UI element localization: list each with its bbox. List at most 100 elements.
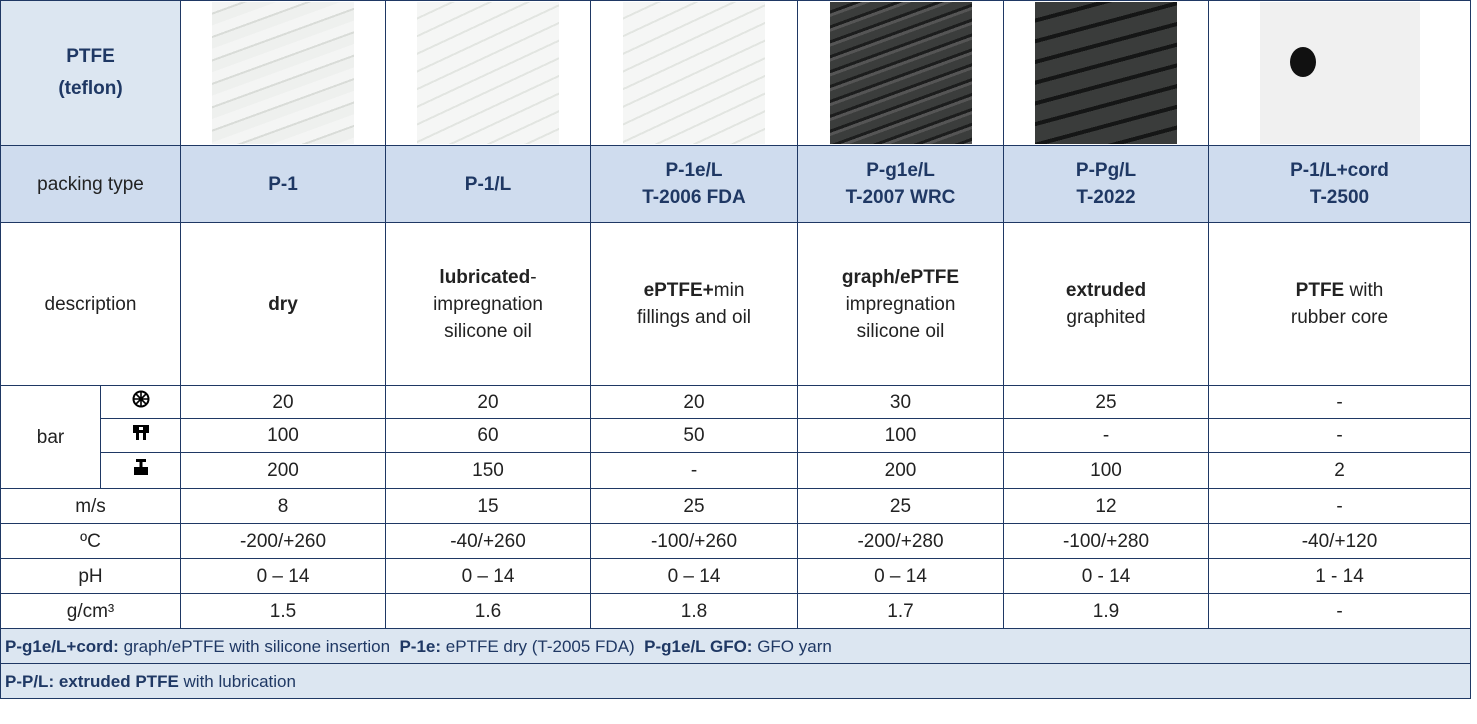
text-segment: extruded	[1065, 280, 1147, 301]
valve-icon	[133, 459, 148, 475]
description: dry	[180, 222, 386, 386]
value-cell: -200/+260	[180, 523, 386, 559]
text-segment: impregnation	[845, 293, 956, 315]
description: lubricated- impregnation silicone oil	[385, 222, 591, 386]
product-image-cell	[385, 0, 591, 146]
value-cell: 50	[590, 418, 798, 453]
value-cell: -100/+280	[1003, 523, 1209, 559]
product-image	[623, 2, 765, 144]
value-cell: 0 – 14	[385, 558, 591, 594]
value-cell: 100	[180, 418, 386, 453]
text-segment: silicone oil	[856, 320, 945, 342]
text-line: P-1/L	[464, 173, 512, 195]
text-segment: graphited	[1066, 307, 1146, 328]
value-cell: 30	[797, 385, 1004, 419]
text-segment: silicone oil	[444, 320, 532, 342]
value-cell: 1.7	[797, 593, 1004, 629]
text-line: (teflon)	[58, 78, 123, 99]
table-row: PTFE (teflon)	[0, 0, 1471, 146]
text-segment: P-P/L: extruded PTFE	[5, 671, 179, 691]
text-segment: P-1e:	[399, 636, 442, 656]
description: ePTFE+min fillings and oil	[590, 222, 798, 386]
value-cell: 8	[180, 488, 386, 524]
row-label: g/cm³	[0, 593, 181, 629]
value-cell: 25	[1003, 385, 1209, 419]
icon-cell	[100, 385, 181, 419]
text-segment: rubber core	[1290, 307, 1389, 328]
value-cell: -	[590, 452, 798, 489]
value-cell: 1.5	[180, 593, 386, 629]
packing-type: P-1e/L T-2006 FDA	[590, 145, 798, 223]
footnote: P-g1e/L+cord: graph/ePTFE with silicone …	[0, 628, 1471, 664]
table-row: ºC -200/+260 -40/+260 -100/+260 -200/+280 -10…	[0, 523, 1471, 559]
text-segment: with	[1344, 280, 1384, 301]
text-segment: with lubrication	[178, 671, 296, 691]
packing-type: P-Pg/L T-2022	[1003, 145, 1209, 223]
description: PTFE with rubber core	[1208, 222, 1471, 386]
value-cell: -200/+280	[797, 523, 1004, 559]
text-segment: P-g1e/L GFO:	[644, 636, 753, 656]
text-line: P-1e/L	[665, 160, 723, 181]
value-cell: -40/+260	[385, 523, 591, 559]
text-segment: P-g1e/L+cord:	[5, 636, 119, 656]
value-cell: 0 – 14	[590, 558, 798, 594]
value-cell: 1 - 14	[1208, 558, 1471, 594]
table-row: 200 150-200 100 2	[1, 452, 1471, 489]
text-line: T-2022	[1076, 187, 1136, 208]
value-cell: 0 – 14	[180, 558, 386, 594]
product-image-cell	[180, 0, 386, 146]
text-line: P-Pg/L	[1075, 160, 1137, 181]
text-segment: ePTFE+	[643, 280, 714, 301]
value-cell: 15	[385, 488, 591, 524]
row-label: description	[0, 222, 181, 386]
row-label: m/s	[0, 488, 181, 524]
text-segment: lubricated	[439, 266, 531, 288]
packing-type: P-g1e/L T-2007 WRC	[797, 145, 1004, 223]
value-cell: 1.6	[385, 593, 591, 629]
description: graph/ePTFE impregnation silicone oil	[797, 222, 1004, 386]
product-image	[417, 2, 559, 144]
value-cell: -	[1208, 488, 1471, 524]
icon-cell	[100, 418, 181, 453]
value-cell: -	[1208, 385, 1471, 419]
value-cell: -100/+260	[590, 523, 798, 559]
row-label: pH	[0, 558, 181, 594]
product-image	[212, 2, 354, 144]
text-line: P-g1e/L	[866, 160, 935, 181]
value-cell: 100	[797, 418, 1004, 453]
text-line: P-1	[268, 173, 298, 195]
product-image-cell	[590, 0, 798, 146]
product-image-cell	[1003, 0, 1209, 146]
table-row: P-g1e/L+cord: graph/ePTFE with silicone …	[0, 628, 1471, 664]
value-cell: 1.9	[1003, 593, 1209, 629]
text-line: PTFE	[66, 46, 115, 67]
text-segment: graph/ePTFE with silicone insertion	[118, 636, 400, 656]
value-cell: 20	[385, 385, 591, 419]
table-row: 100 60 50 100- -	[1, 418, 1471, 453]
value-cell: 1.8	[590, 593, 798, 629]
text-segment: impregnation	[433, 293, 543, 315]
packing-type: P-1/L+cord T-2500	[1208, 145, 1471, 223]
value-cell: 0 – 14	[797, 558, 1004, 594]
text-segment: fillings and oil	[636, 307, 752, 328]
product-image	[1035, 2, 1177, 144]
table-row: bar 20 20 20 30 25-	[0, 385, 1471, 489]
value-cell: 200	[180, 452, 386, 489]
description: extruded graphited	[1003, 222, 1209, 386]
value-cell: 60	[385, 418, 591, 453]
value-cell: -	[1208, 418, 1471, 453]
spec-table: PTFE (teflon) packing type P-1 P-1/L P-1e/L T-…	[0, 0, 1471, 699]
icon-cell	[100, 452, 181, 489]
value-cell: 25	[590, 488, 798, 524]
value-cell: -	[1208, 593, 1471, 629]
text-line: T-2007 WRC	[845, 187, 956, 208]
value-cell: 2	[1208, 452, 1471, 489]
row-label: ºC	[0, 523, 181, 559]
product-image-cell	[1208, 0, 1471, 146]
packing-type: P-1	[180, 145, 386, 223]
value-cell: 200	[797, 452, 1004, 489]
product-image-cell	[797, 0, 1004, 146]
table-row: packing type P-1 P-1/L P-1e/L T-2006 FDA P-g1…	[0, 145, 1471, 223]
value-cell: 20	[590, 385, 798, 419]
